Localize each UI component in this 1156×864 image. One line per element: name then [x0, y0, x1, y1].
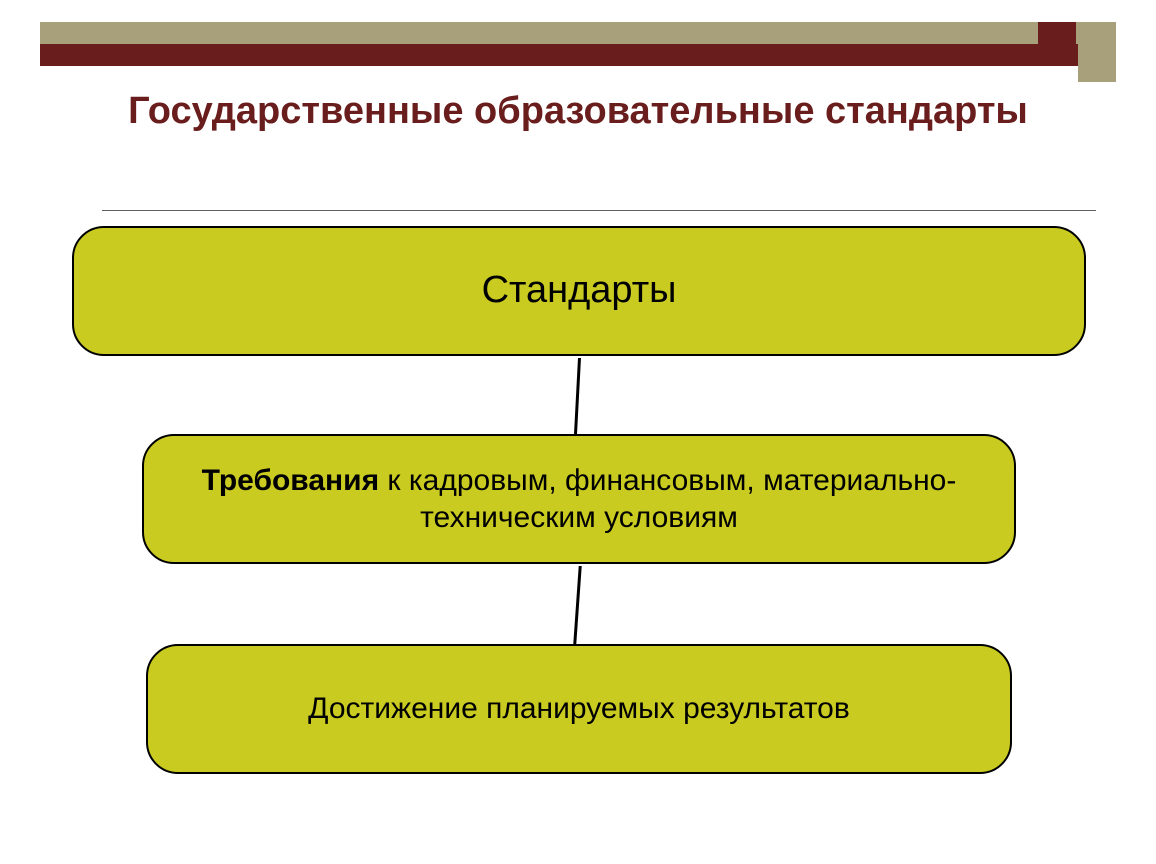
page-title: Государственные образовательные стандарт… — [60, 90, 1096, 134]
node-results: Достижение планируемых результатов — [146, 644, 1012, 774]
top-stripe-olive — [40, 22, 1116, 44]
top-stripe-maroon — [40, 44, 1116, 66]
node-results-label: Достижение планируемых результатов — [308, 690, 850, 728]
top-square-maroon — [1038, 22, 1076, 60]
connector-1 — [574, 358, 581, 434]
node-requirements-label: Требования к кадровым, финансовым, матер… — [164, 462, 994, 537]
node-requirements-rest: к кадровым, финансовым, материально-техн… — [379, 464, 956, 535]
connector-2 — [573, 566, 581, 644]
standards-flowchart: Стандарты Требования к кадровым, финансо… — [0, 218, 1156, 844]
title-underline — [102, 210, 1096, 211]
node-standards: Стандарты — [72, 226, 1086, 356]
node-requirements: Требования к кадровым, финансовым, матер… — [142, 434, 1016, 564]
node-requirements-bold: Требования — [202, 464, 379, 497]
top-square-olive — [1078, 44, 1116, 82]
node-standards-label: Стандарты — [482, 267, 677, 315]
decorative-top-bar — [40, 22, 1116, 66]
